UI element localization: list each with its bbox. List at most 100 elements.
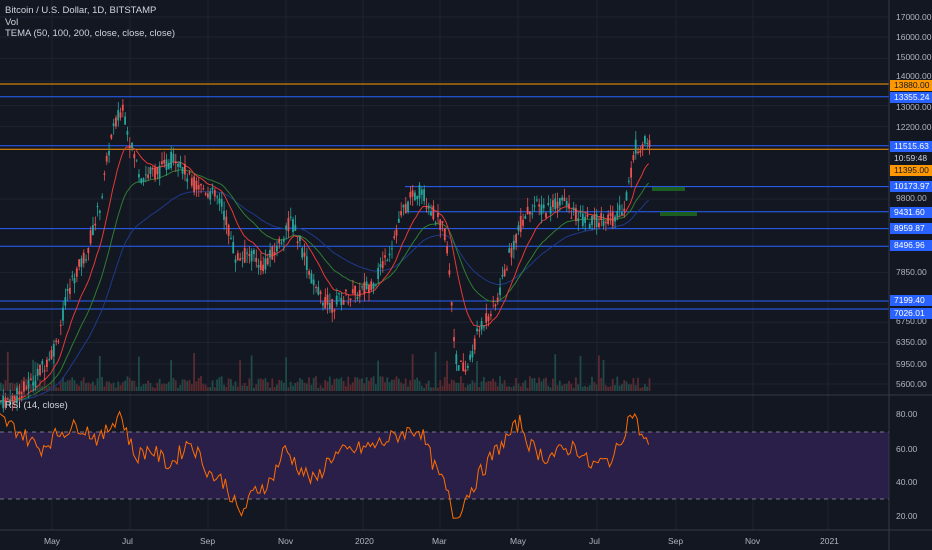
rsi-band — [0, 432, 889, 499]
volume-indicator-label[interactable]: Vol — [5, 16, 19, 28]
candle-body — [414, 192, 416, 201]
price-tag[interactable]: 11515.63 — [890, 141, 932, 152]
price-tag[interactable]: 7026.01 — [890, 308, 932, 319]
volume-bar — [32, 359, 34, 391]
candle-body — [239, 258, 241, 261]
candle-body — [250, 250, 253, 262]
candle-body — [384, 255, 386, 258]
candle-body — [607, 214, 609, 224]
volume-bar — [453, 380, 455, 391]
candle-body — [324, 297, 327, 309]
candle-body — [598, 222, 600, 228]
volume-bar — [558, 380, 561, 391]
candle-body — [200, 183, 202, 186]
candle-body — [41, 361, 44, 365]
candle-body — [278, 238, 281, 244]
candle-body — [476, 328, 478, 332]
volume-bar — [407, 386, 409, 391]
volume-bar — [384, 382, 386, 391]
volume-bar — [170, 360, 172, 391]
volume-bar — [584, 386, 586, 391]
price-tag[interactable]: 8496.96 — [890, 240, 932, 251]
volume-bar — [503, 380, 506, 391]
candle-body — [487, 316, 490, 322]
volume-bar — [499, 376, 501, 391]
price-tag[interactable]: 8959.87 — [890, 223, 932, 234]
volume-bar — [278, 379, 281, 391]
candle-body — [524, 216, 527, 219]
candle-body — [101, 196, 103, 198]
candle-body — [531, 213, 534, 215]
candle-body — [418, 185, 421, 199]
price-tag[interactable]: 13355.24 — [890, 92, 932, 103]
candle-body — [432, 205, 435, 220]
candle-body — [135, 159, 138, 161]
candle-body — [515, 234, 517, 244]
candle-body — [285, 225, 287, 230]
candle-body — [13, 395, 16, 400]
candle-body — [71, 275, 74, 277]
volume-bar — [443, 377, 446, 391]
candle-body — [43, 370, 46, 372]
volume-bar — [108, 381, 110, 391]
volume-bar — [598, 355, 600, 391]
volume-bar — [179, 384, 182, 391]
price-tag[interactable]: 11395.00 — [890, 165, 932, 176]
tema-indicator-label[interactable]: TEMA (50, 100, 200, close, close, close) — [5, 28, 176, 39]
candle-body — [621, 212, 623, 215]
candle-body — [52, 344, 55, 357]
candle-body — [595, 213, 598, 228]
candle-body — [184, 163, 186, 175]
candle-body — [604, 222, 607, 224]
symbol-title[interactable]: Bitcoin / U.S. Dollar, 1D, BITSTAMP — [5, 5, 157, 16]
candle-body — [549, 206, 552, 214]
volume-bar — [581, 386, 584, 391]
volume-bar — [319, 385, 322, 391]
candle-body — [402, 205, 405, 208]
volume-bar — [101, 376, 103, 391]
volume-bar — [393, 379, 396, 391]
volume-bar — [126, 376, 129, 391]
volume-bar — [476, 361, 478, 391]
candle-body — [32, 382, 34, 386]
volume-bar — [591, 376, 593, 391]
candle-body — [29, 378, 32, 381]
candle-body — [535, 199, 538, 201]
price-label: 17000.00 — [896, 12, 932, 22]
volume-bar — [347, 376, 350, 391]
price-tag[interactable]: 7199.40 — [890, 295, 932, 306]
volume-bar — [294, 382, 297, 391]
candle-body — [220, 199, 223, 207]
candle-body — [326, 294, 329, 305]
candle-body — [255, 257, 258, 262]
volume-bar — [98, 355, 101, 391]
volume-bar — [85, 383, 87, 391]
volume-bar — [269, 387, 271, 391]
candle-body — [618, 205, 621, 211]
volume-bar — [144, 383, 147, 391]
rsi-indicator-label[interactable]: RSI (14, close) — [5, 400, 68, 411]
volume-bar — [151, 386, 154, 391]
volume-bar — [473, 382, 476, 391]
candle-body — [216, 196, 218, 198]
volume-bar — [271, 378, 274, 391]
candle-body — [87, 247, 90, 254]
candle-body — [575, 208, 577, 222]
candle-body — [9, 399, 11, 405]
price-tag[interactable]: 9431.60 — [890, 207, 932, 218]
candle-body — [347, 302, 350, 304]
price-tag[interactable]: 13880.00 — [890, 80, 932, 91]
volume-bar — [572, 387, 575, 391]
volume-bar — [80, 380, 83, 391]
volume-bar — [333, 378, 336, 391]
candle-body — [517, 225, 520, 231]
volume-bar — [154, 387, 156, 391]
candle-body — [6, 398, 9, 400]
candle-body — [379, 264, 382, 268]
volume-bar — [11, 382, 14, 391]
volume-bar — [485, 382, 488, 391]
candle-body — [236, 253, 239, 260]
candle-body — [448, 270, 451, 275]
price-tag[interactable]: 10173.97 — [890, 181, 932, 192]
